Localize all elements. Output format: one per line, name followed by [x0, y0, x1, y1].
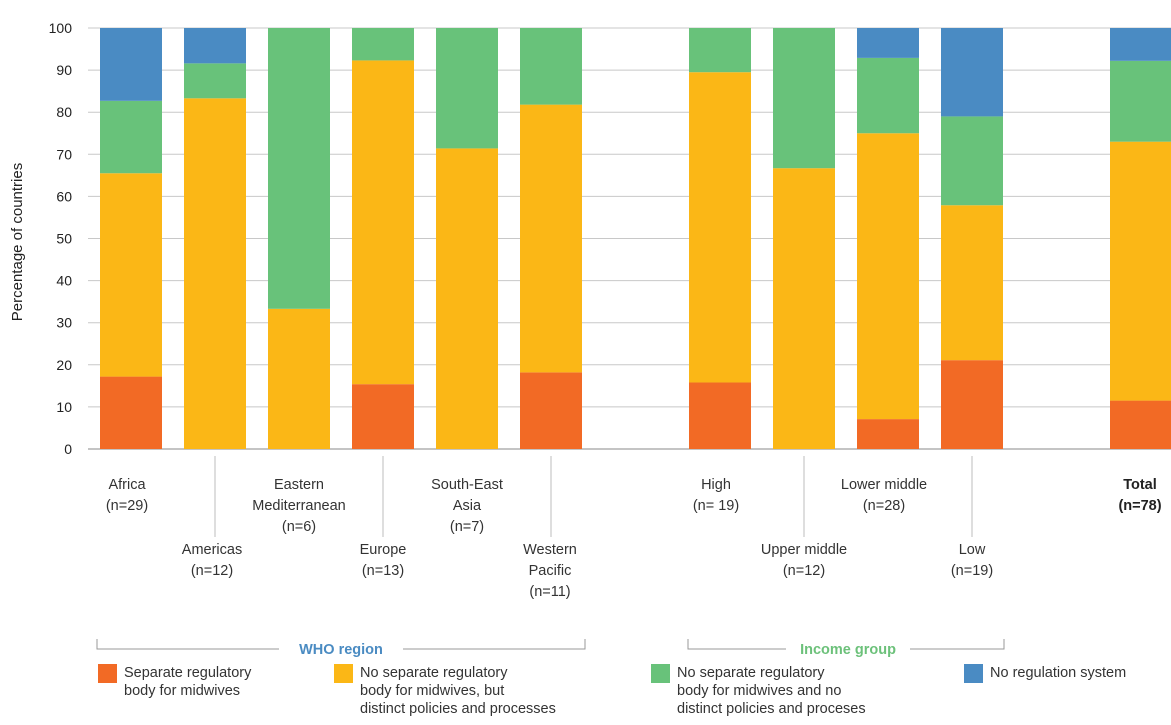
y-tick-label: 10 [56, 399, 72, 415]
bar-segment [268, 308, 330, 449]
y-tick-label: 0 [64, 441, 72, 457]
category-label: (n=19) [951, 563, 993, 579]
bar-segment [100, 376, 162, 449]
category-label: Americas [182, 542, 242, 558]
category-label: Eastern [274, 477, 324, 493]
legend-swatch [964, 664, 983, 683]
legend-item: No separate regulatory body for midwives … [651, 664, 866, 718]
category-label: (n=29) [106, 498, 148, 514]
y-tick-label: 90 [56, 62, 72, 78]
legend-item: No regulation system [964, 664, 1126, 683]
bar-segment [352, 60, 414, 385]
group-label: WHO region [299, 642, 383, 658]
y-tick-label: 40 [56, 273, 72, 289]
category-label: Asia [453, 498, 482, 514]
category-label: Pacific [529, 563, 572, 579]
bar-segment [1110, 28, 1171, 61]
category-label: (n=7) [450, 519, 484, 535]
category-label: (n=78) [1118, 498, 1161, 514]
legend-label: No separate regulatory body for midwives … [677, 665, 866, 717]
bar-segment [1110, 141, 1171, 401]
bar-segment [436, 148, 498, 449]
category-label: Europe [360, 542, 407, 558]
y-tick-label: 20 [56, 357, 72, 373]
bar-segment [941, 116, 1003, 206]
y-tick-label: 50 [56, 231, 72, 247]
legend-label: No separate regulatory body for midwives,… [360, 665, 556, 717]
legend-item: No separate regulatory body for midwives,… [334, 664, 556, 718]
bar-segment [857, 28, 919, 58]
bar-segment [941, 28, 1003, 117]
bar-segment [352, 384, 414, 449]
y-axis-ticks: 0 10 20 30 40 50 60 70 80 90 100 [49, 20, 73, 457]
category-label: (n=28) [863, 498, 905, 514]
bar-segment [100, 173, 162, 377]
bar-segment [941, 205, 1003, 361]
bar-segment [184, 28, 246, 64]
category-label: Upper middle [761, 542, 847, 558]
group-label: Income group [800, 642, 896, 658]
bar-segment [689, 72, 751, 383]
group-bracket-right [403, 639, 586, 650]
legend-swatch [651, 664, 670, 683]
bar-segment [857, 57, 919, 134]
legend-label: Separate regulatory body for midwives [124, 665, 252, 699]
bar-segment [941, 360, 1003, 449]
bar-segment [689, 382, 751, 449]
bar-segment [1110, 400, 1171, 449]
bar-segment [773, 168, 835, 449]
category-label: Total [1123, 477, 1157, 493]
legend: Separate regulatory body for midwives No s… [0, 664, 1171, 724]
category-label: Lower middle [841, 477, 927, 493]
category-label: (n=12) [783, 563, 825, 579]
y-axis-label: Percentage of countries [9, 163, 26, 321]
category-label: High [701, 477, 731, 493]
bar-segment [773, 28, 835, 169]
y-tick-label: 100 [49, 20, 73, 36]
category-label: (n=12) [191, 563, 233, 579]
group-bracket-right [910, 639, 1005, 650]
category-label: Mediterranean [252, 498, 346, 514]
legend-swatch [334, 664, 353, 683]
y-tick-label: 30 [56, 315, 72, 331]
bar-segment [520, 372, 582, 449]
bar-segment [689, 28, 751, 73]
label-connectors [214, 456, 973, 537]
group-bracket-left [96, 639, 279, 650]
bar-segment [520, 28, 582, 105]
bar-segment [100, 100, 162, 174]
category-label: (n=11) [529, 584, 570, 600]
bar-segment [184, 63, 246, 99]
bar-segment [436, 28, 498, 149]
category-label: Low [959, 542, 986, 558]
group-brackets: WHO region Income group [96, 639, 1005, 658]
bar-segment [1110, 60, 1171, 142]
bar-segment [520, 104, 582, 373]
category-label: Africa [108, 477, 146, 493]
bar-segment [268, 28, 330, 309]
legend-label: No regulation system [990, 665, 1127, 681]
y-tick-label: 60 [56, 188, 72, 204]
bar-segment [857, 133, 919, 420]
group-bracket-left [687, 639, 786, 650]
y-tick-label: 80 [56, 104, 72, 120]
category-label: (n= 19) [693, 498, 739, 514]
bar-segment [352, 28, 414, 61]
category-label: Western [523, 542, 577, 558]
bars [100, 28, 1171, 449]
stacked-bar-chart: 0 10 20 30 40 50 60 70 80 90 100 Percentage of cou… [9, 20, 1171, 658]
y-tick-label: 70 [56, 146, 72, 162]
category-label: (n=6) [282, 519, 316, 535]
bar-segment [857, 419, 919, 449]
bar-segment [184, 98, 246, 449]
legend-swatch [98, 664, 117, 683]
category-labels: Africa (n=29) Americas (n=12) Eastern Mediter… [106, 477, 1162, 600]
category-label: South-East [431, 477, 503, 493]
legend-item: Separate regulatory body for midwives [98, 664, 251, 700]
bar-segment [100, 28, 162, 101]
gridlines [88, 27, 1171, 450]
category-label: (n=13) [362, 563, 404, 579]
